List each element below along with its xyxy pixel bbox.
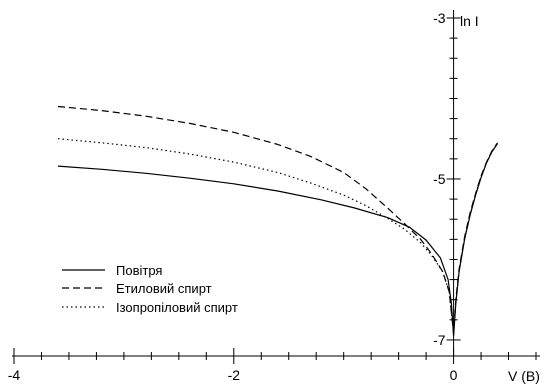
y-tick-label: -3 (433, 10, 446, 26)
y-tick-label: -7 (433, 332, 446, 348)
legend-label: Етиловий спирт (116, 281, 212, 296)
x-axis-title: V (В) (508, 368, 540, 384)
legend-label: Ізопропіловий спирт (116, 300, 238, 315)
y-tick-label: -5 (433, 171, 446, 187)
y-tick-labels: -7 -5 -3 (433, 10, 446, 348)
x-minor-ticks (13, 348, 537, 364)
x-tick-labels: -4 -2 0 (8, 367, 458, 383)
axes: -4 -2 0 -7 -5 -3 V (В) ln I (8, 10, 540, 384)
series-lines (57, 105, 498, 336)
y-minor-ticks (446, 17, 461, 341)
y-axis-title: ln I (460, 13, 479, 29)
x-tick-label: -2 (228, 367, 241, 383)
legend: Повітря Етиловий спирт Ізопропіловий спи… (62, 263, 238, 315)
legend-label: Повітря (116, 263, 162, 278)
series-line-1 (57, 105, 498, 334)
x-tick-label: -4 (8, 367, 21, 383)
x-tick-label: 0 (450, 367, 458, 383)
